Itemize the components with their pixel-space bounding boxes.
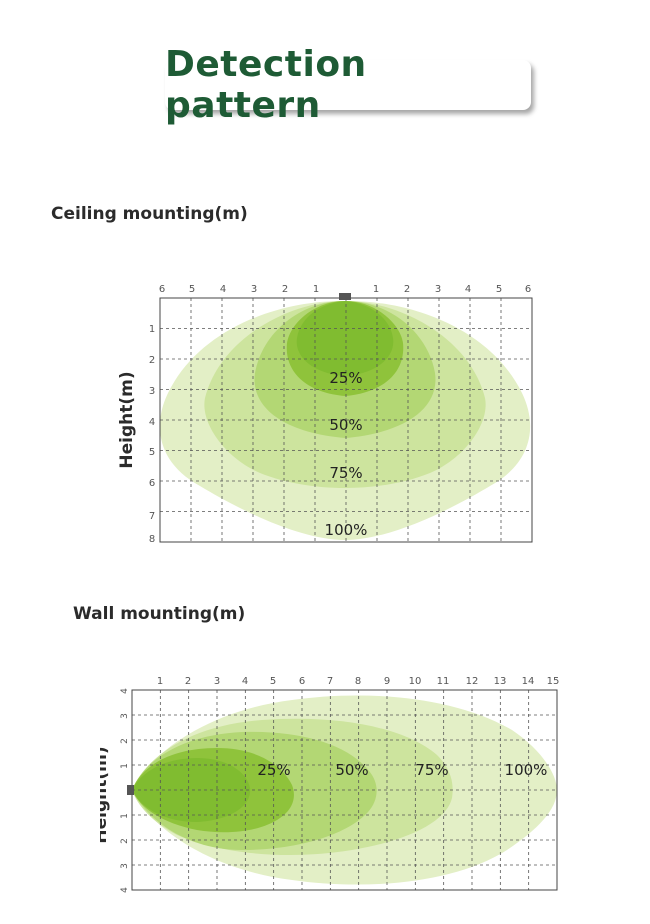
ceiling-y-tick: 7 [149,511,155,522]
ceiling-x-tick: 3 [251,284,257,295]
ceiling-x-ticks: 6 5 4 3 2 1 1 2 3 4 5 6 [159,284,531,295]
wall-y-tick: 3 [120,713,130,719]
ceiling-zone-core [296,301,394,376]
ceiling-x-tick: 1 [313,284,319,295]
wall-x-tick: 13 [494,676,507,687]
ceiling-x-tick: 6 [525,284,531,295]
ceiling-y-tick: 3 [149,386,155,397]
ceiling-grid [160,298,532,542]
ceiling-y-ticks: 1 2 3 4 5 6 7 8 [149,324,155,545]
wall-detection-diagram: 25% 50% 75% 100% 1 2 3 4 5 6 7 8 9 10 11… [100,676,560,893]
wall-x-tick: 15 [547,676,560,687]
wall-x-tick: 12 [466,676,479,687]
wall-grid [132,690,557,890]
wall-x-tick: 4 [242,676,248,687]
ceiling-detection-diagram: 25% 50% 75% 100% 6 5 4 3 2 1 1 2 3 4 5 6… [117,284,533,545]
wall-x-tick: 11 [437,676,450,687]
wall-zone-label-100: 100% [505,761,548,779]
wall-y-tick: 2 [120,838,130,844]
ceiling-y-tick: 6 [149,478,155,489]
wall-zone-label-50: 50% [335,761,368,779]
wall-x-tick: 9 [384,676,390,687]
wall-y-tick: 4 [120,887,130,893]
wall-y-tick: 2 [120,738,130,744]
wall-x-tick: 8 [355,676,361,687]
wall-y-tick: 3 [120,863,130,869]
ceiling-y-tick: 4 [149,417,155,428]
ceiling-zone-label-50: 50% [329,416,362,434]
wall-x-tick: 10 [409,676,422,687]
wall-zone-core [132,758,251,822]
wall-zone-label-25: 25% [257,761,290,779]
ceiling-zone-label-100: 100% [325,521,368,539]
title-box: Detection pattern [165,44,531,126]
wall-y-tick: 1 [120,763,130,769]
ceiling-y-tick: 5 [149,447,155,458]
wall-x-tick: 6 [299,676,305,687]
ceiling-x-tick: 5 [189,284,195,295]
ceiling-section-label: Ceiling mounting(m) [51,204,248,224]
ceiling-y-tick: 8 [149,534,155,545]
wall-y-ticks: 4 3 2 1 1 2 3 4 [120,688,130,893]
ceiling-x-tick: 5 [496,284,502,295]
wall-x-tick: 3 [214,676,220,687]
wall-zone-label-75: 75% [415,761,448,779]
wall-x-tick: 2 [185,676,191,687]
wall-x-tick: 5 [270,676,276,687]
ceiling-y-tick: 1 [149,324,155,335]
ceiling-x-tick: 4 [220,284,226,295]
wall-y-tick: 1 [120,813,130,819]
wall-x-tick: 14 [522,676,535,687]
ceiling-x-tick: 2 [282,284,288,295]
wall-x-ticks: 1 2 3 4 5 6 7 8 9 10 11 12 13 14 15 [157,676,560,687]
wall-x-tick: 1 [157,676,163,687]
ceiling-x-tick: 3 [435,284,441,295]
ceiling-sensor-marker [339,293,351,300]
ceiling-y-tick: 2 [149,355,155,366]
ceiling-x-tick: 2 [404,284,410,295]
wall-axis-label: Height(m) [100,746,111,843]
ceiling-zone-label-75: 75% [329,464,362,482]
wall-x-tick: 7 [327,676,333,687]
wall-sensor-marker [127,785,134,795]
ceiling-axis-label: Height(m) [117,371,137,468]
ceiling-zone-label-25: 25% [329,369,362,387]
ceiling-x-tick: 6 [159,284,165,295]
wall-y-tick: 4 [120,688,130,694]
wall-section-label: Wall mounting(m) [73,604,246,624]
ceiling-x-tick: 1 [373,284,379,295]
page-title: Detection pattern [165,44,367,126]
ceiling-x-tick: 4 [465,284,471,295]
